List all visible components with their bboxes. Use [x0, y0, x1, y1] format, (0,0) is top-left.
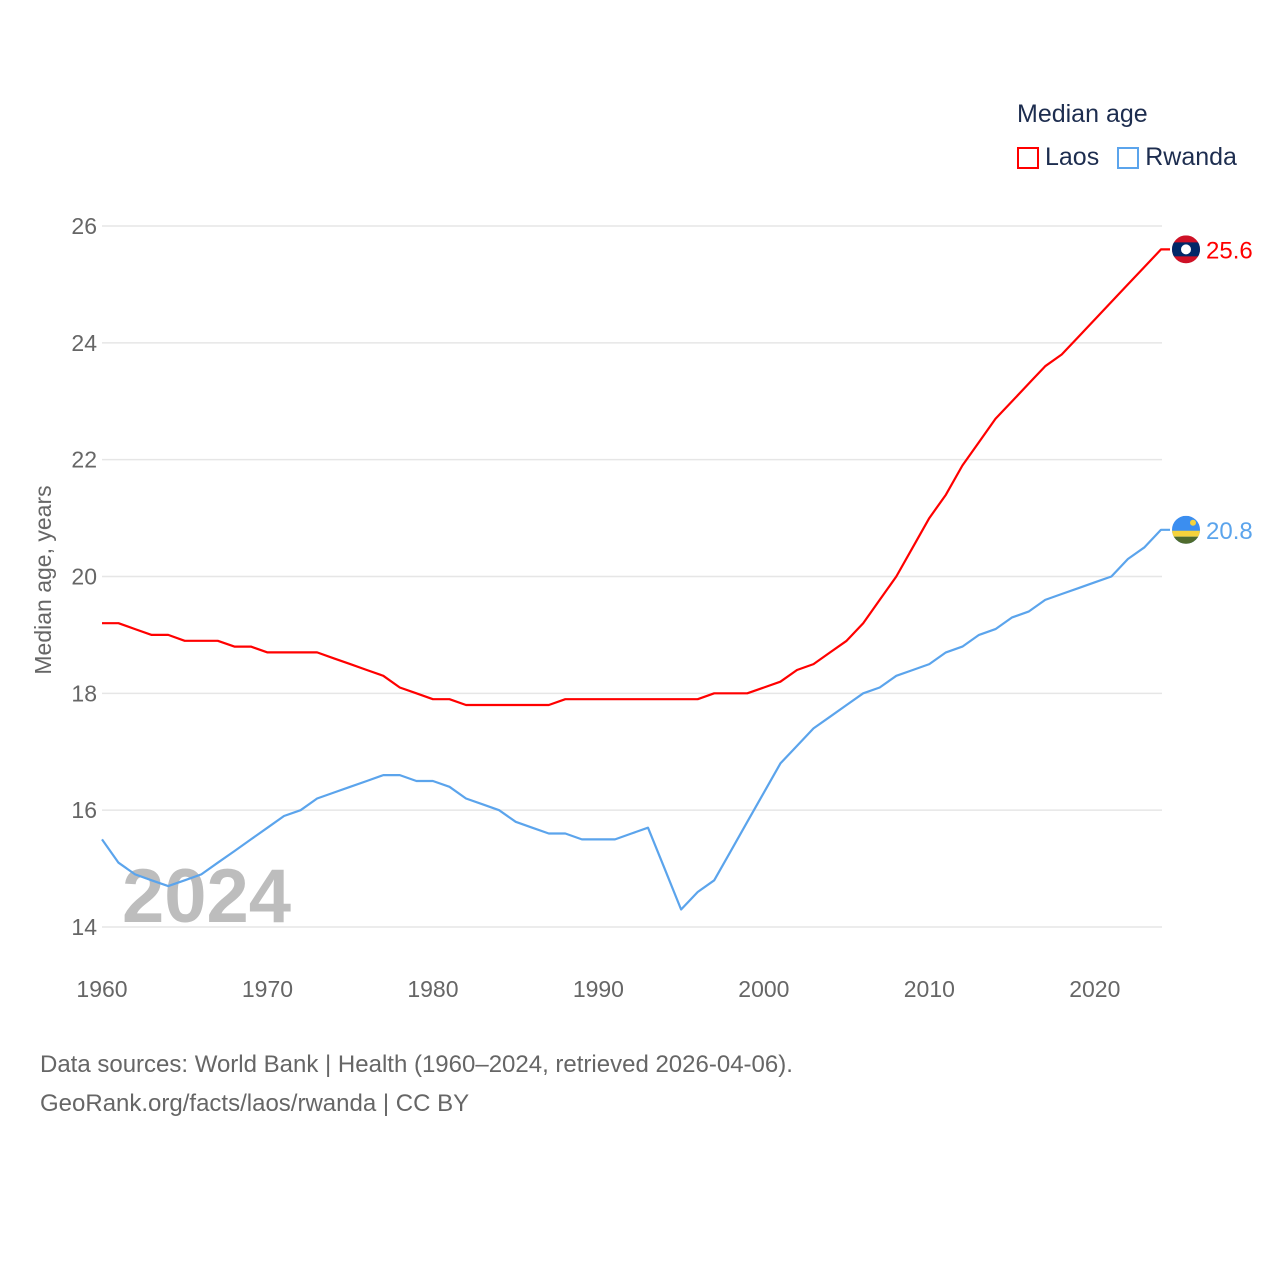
y-axis-label: Median age, years: [30, 485, 56, 674]
legend: Laos Rwanda: [1017, 143, 1237, 172]
series-line-rwanda: [101, 528, 1170, 911]
x-tick-label: 1970: [242, 976, 293, 1002]
x-tick-label: 2010: [904, 976, 955, 1002]
x-tick-label: 1960: [76, 976, 127, 1002]
source-link[interactable]: GeoRank.org/facts/laos/rwanda | CC BY: [40, 1090, 470, 1117]
y-tick-label: 18: [71, 680, 97, 706]
rwanda-flag-icon: [1172, 515, 1200, 544]
y-axis-ticks: 14 16 18 20 22 24 26: [71, 213, 97, 940]
legend-item-laos[interactable]: Laos: [1017, 143, 1099, 172]
end-value-label-rwanda: 20.8: [1206, 518, 1253, 545]
x-tick-label: 2020: [1069, 976, 1120, 1002]
y-tick-label: 14: [71, 914, 97, 940]
y-tick-label: 20: [71, 564, 97, 590]
end-value-label-laos: 25.6: [1206, 237, 1253, 264]
legend-label-rwanda: Rwanda: [1145, 143, 1237, 171]
legend-title: Median age: [1017, 100, 1148, 128]
data-sources-text: Data sources: World Bank | Health (1960–…: [40, 1051, 793, 1078]
y-tick-label: 22: [71, 447, 97, 473]
legend-swatch-laos: [1017, 146, 1039, 169]
laos-flag-icon: [1172, 235, 1200, 264]
series-lines: 25.6 20.8: [101, 237, 1253, 911]
footer: Data sources: World Bank | Health (1960–…: [40, 1045, 793, 1123]
y-tick-label: 16: [71, 797, 97, 823]
x-tick-label: 1990: [573, 976, 624, 1002]
x-tick-label: 2000: [738, 976, 789, 1002]
legend-label-laos: Laos: [1045, 143, 1100, 171]
grid-lines: [102, 225, 1162, 928]
x-tick-label: 1980: [407, 976, 458, 1002]
series-line-laos: [102, 248, 1170, 707]
y-tick-label: 24: [71, 330, 97, 356]
y-tick-label: 26: [71, 213, 97, 239]
legend-swatch-rwanda: [1117, 146, 1140, 169]
year-watermark: 2024: [122, 854, 291, 939]
x-axis-ticks: 1960 1970 1980 1990 2000 2010 2020: [76, 976, 1120, 1002]
legend-item-rwanda[interactable]: Rwanda: [1117, 143, 1237, 172]
